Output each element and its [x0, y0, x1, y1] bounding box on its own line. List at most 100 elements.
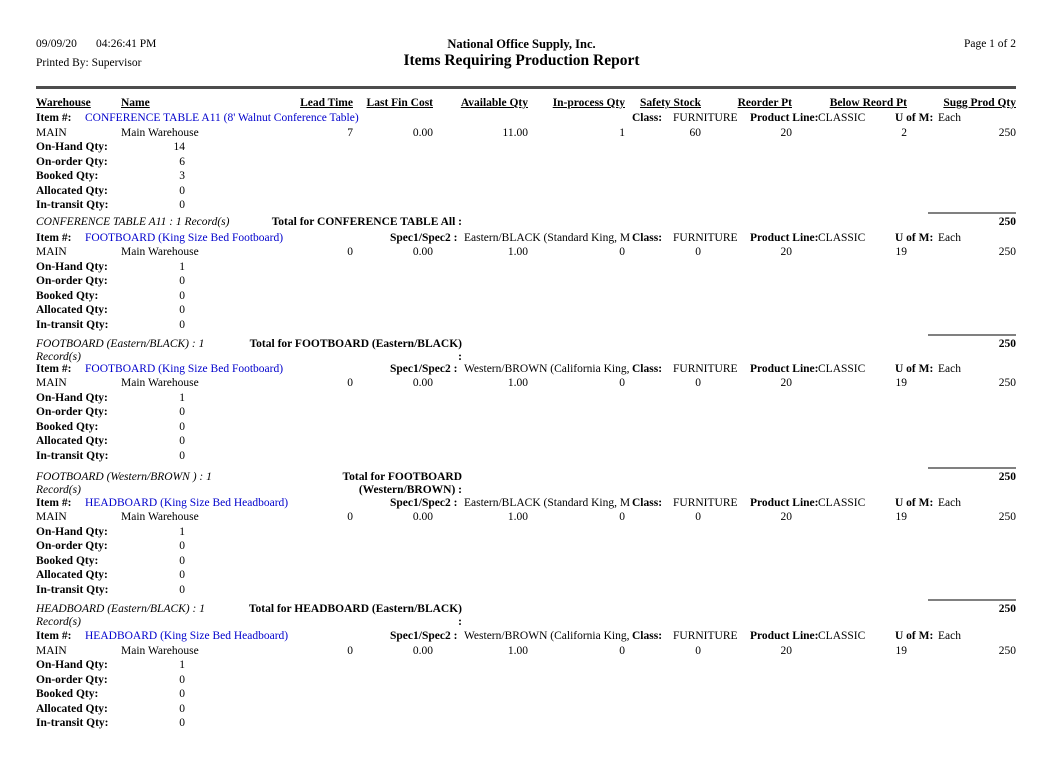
uom-label: U of M: — [895, 363, 934, 375]
total-rule — [928, 467, 1016, 469]
qty-row: Booked Qty: 0 — [0, 420, 1043, 435]
on-order-value: 0 — [179, 540, 185, 552]
product-line-label: Product Line: — [750, 232, 819, 244]
col-available-qty: Available Qty — [460, 97, 528, 109]
booked-value: 0 — [179, 555, 185, 567]
item-header-row: Item #: HEADBOARD (King Size Bed Headboa… — [0, 629, 1043, 644]
total-rule — [928, 334, 1016, 336]
product-line-label: Product Line: — [750, 363, 819, 375]
col-sugg-prod-qty: Sugg Prod Qty — [943, 97, 1016, 109]
in-transit-value: 0 — [179, 450, 185, 462]
warehouse-name: Main Warehouse — [121, 645, 199, 657]
group-records-label: HEADBOARD (Eastern/BLACK) : 1 — [36, 603, 205, 615]
reorder-pt-value: 20 — [780, 127, 793, 139]
in-transit-value: 0 — [179, 199, 185, 211]
qty-row: Allocated Qty: 0 — [0, 568, 1043, 583]
on-order-label: On-order Qty: — [36, 275, 108, 287]
qty-row: On-order Qty: 0 — [0, 405, 1043, 420]
group-total-row: HEADBOARD (Eastern/BLACK) : 1 Total for … — [0, 602, 1043, 617]
item-link[interactable]: FOOTBOARD (King Size Bed Footboard) — [85, 232, 284, 244]
group-total-label-2: : — [458, 616, 462, 628]
class-value: FURNITURE — [673, 630, 738, 642]
product-line-value: CLASSIC — [818, 497, 866, 509]
reorder-pt-value: 20 — [780, 377, 793, 389]
in-transit-value: 0 — [179, 584, 185, 596]
booked-label: Booked Qty: — [36, 555, 99, 567]
item-link[interactable]: HEADBOARD (King Size Bed Headboard) — [85, 630, 289, 642]
qty-row: In-transit Qty: 0 — [0, 716, 1043, 731]
last-fin-cost-value: 0.00 — [412, 127, 433, 139]
reorder-pt-value: 20 — [780, 645, 793, 657]
allocated-value: 0 — [179, 569, 185, 581]
column-header-row: Warehouse Name Lead Time Last Fin Cost A… — [0, 96, 1043, 111]
printed-by: Printed By: Supervisor — [36, 57, 142, 69]
qty-row: Allocated Qty: 0 — [0, 303, 1043, 318]
uom-value: Each — [938, 363, 961, 375]
group-total-value: 250 — [998, 338, 1016, 350]
in-transit-value: 0 — [179, 717, 185, 729]
qty-row: On-order Qty: 0 — [0, 539, 1043, 554]
allocated-label: Allocated Qty: — [36, 569, 108, 581]
on-hand-value: 1 — [179, 261, 185, 273]
spec-label: Spec1/Spec2 : — [390, 232, 458, 244]
item-link[interactable]: CONFERENCE TABLE A11 (8' Walnut Conferen… — [85, 112, 359, 124]
item-header-row: Item #: HEADBOARD (King Size Bed Headboa… — [0, 496, 1043, 511]
on-order-value: 0 — [179, 275, 185, 287]
print-time: 04:26:41 PM — [96, 38, 157, 50]
qty-row: On-order Qty: 0 — [0, 274, 1043, 289]
lead-time-value: 0 — [347, 377, 353, 389]
spec-value: Eastern/BLACK (Standard King, M — [464, 232, 631, 244]
product-line-value: CLASSIC — [818, 363, 866, 375]
group-total-value: 250 — [998, 471, 1016, 483]
qty-row: Booked Qty: 0 — [0, 289, 1043, 304]
group-total-row: FOOTBOARD (Western/BROWN ) : 1 Total for… — [0, 470, 1043, 485]
allocated-label: Allocated Qty: — [36, 304, 108, 316]
on-hand-label: On-Hand Qty: — [36, 261, 108, 273]
group-total-row-2: Record(s) (Western/BROWN) : — [0, 483, 1043, 498]
safety-stock-value: 0 — [695, 645, 701, 657]
last-fin-cost-value: 0.00 — [412, 246, 433, 258]
warehouse-data-row: MAIN Main Warehouse 0 0.00 1.00 0 0 20 1… — [0, 510, 1043, 525]
on-hand-value: 14 — [173, 141, 186, 153]
total-rule — [928, 599, 1016, 601]
qty-row: In-transit Qty: 0 — [0, 449, 1043, 464]
class-value: FURNITURE — [673, 497, 738, 509]
uom-value: Each — [938, 630, 961, 642]
uom-value: Each — [938, 497, 961, 509]
uom-label: U of M: — [895, 232, 934, 244]
col-warehouse: Warehouse — [36, 97, 91, 109]
allocated-label: Allocated Qty: — [36, 435, 108, 447]
col-lead-time: Lead Time — [300, 97, 353, 109]
qty-row: On-order Qty: 6 — [0, 155, 1043, 170]
product-line-label: Product Line: — [750, 112, 819, 124]
booked-label: Booked Qty: — [36, 421, 99, 433]
qty-row: On-Hand Qty: 14 — [0, 140, 1043, 155]
on-order-value: 6 — [179, 156, 185, 168]
reorder-pt-value: 20 — [780, 511, 793, 523]
group-records-label-2: Record(s) — [36, 616, 81, 628]
warehouse-code: MAIN — [36, 511, 67, 523]
item-link[interactable]: HEADBOARD (King Size Bed Headboard) — [85, 497, 289, 509]
item-header-row: Item #: CONFERENCE TABLE A11 (8' Walnut … — [0, 111, 1043, 126]
warehouse-code: MAIN — [36, 127, 67, 139]
report-title: Items Requiring Production Report — [403, 52, 640, 69]
group-total-value: 250 — [998, 216, 1016, 228]
safety-stock-value: 60 — [689, 127, 702, 139]
uom-label: U of M: — [895, 112, 934, 124]
item-number-label: Item #: — [36, 112, 72, 124]
lead-time-value: 0 — [347, 645, 353, 657]
total-rule — [928, 212, 1016, 214]
available-qty-value: 11.00 — [502, 127, 528, 139]
item-header-row: Item #: FOOTBOARD (King Size Bed Footboa… — [0, 362, 1043, 377]
item-number-label: Item #: — [36, 630, 72, 642]
page-header-row: 09/09/20 04:26:41 PM National Office Sup… — [0, 37, 1043, 52]
spec-label: Spec1/Spec2 : — [390, 363, 458, 375]
lead-time-value: 0 — [347, 246, 353, 258]
uom-label: U of M: — [895, 630, 934, 642]
on-order-label: On-order Qty: — [36, 674, 108, 686]
class-value: FURNITURE — [673, 232, 738, 244]
print-date: 09/09/20 — [36, 38, 77, 50]
item-link[interactable]: FOOTBOARD (King Size Bed Footboard) — [85, 363, 284, 375]
group-records-label-2: Record(s) — [36, 351, 81, 363]
group-total-label: Total for HEADBOARD (Eastern/BLACK) — [248, 603, 462, 615]
